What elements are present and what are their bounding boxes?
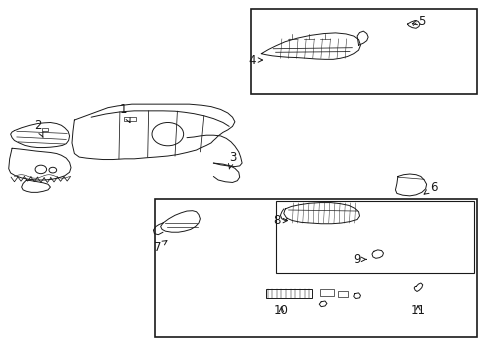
Text: 8: 8: [273, 214, 287, 227]
Text: 10: 10: [273, 304, 288, 317]
Bar: [275, 201, 472, 274]
Text: 1: 1: [120, 103, 130, 122]
Bar: [42, 128, 48, 131]
Text: 6: 6: [423, 181, 437, 194]
Bar: [123, 117, 136, 121]
Text: 5: 5: [411, 15, 425, 28]
Text: 7: 7: [153, 240, 166, 253]
Text: 9: 9: [353, 253, 366, 266]
Bar: [250, 9, 476, 94]
Bar: [155, 199, 476, 337]
Bar: [337, 292, 348, 297]
Bar: [320, 289, 333, 296]
Bar: [265, 289, 311, 298]
Text: 3: 3: [228, 150, 236, 169]
Text: 11: 11: [409, 304, 425, 317]
Text: 4: 4: [247, 54, 262, 67]
Text: 2: 2: [34, 119, 43, 137]
